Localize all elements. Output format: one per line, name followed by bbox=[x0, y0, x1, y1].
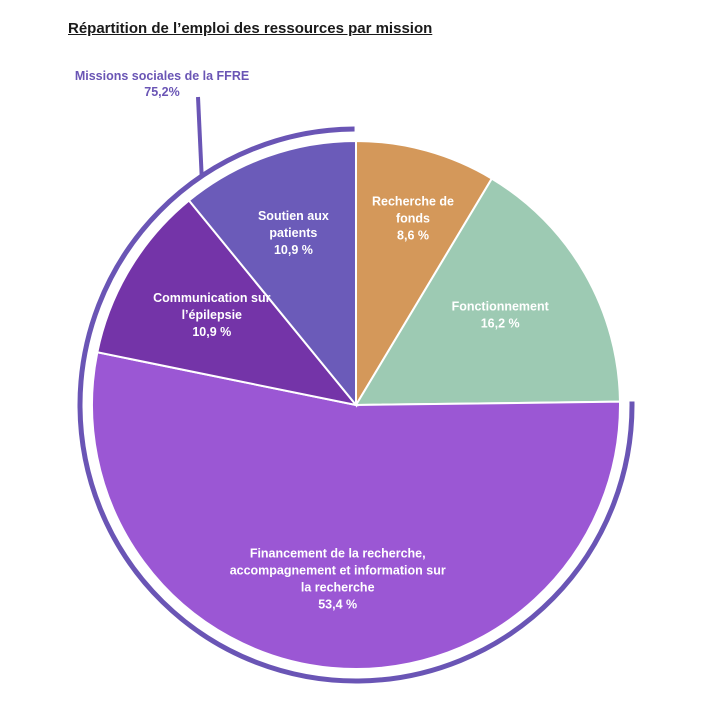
slice-label-line: Recherche de bbox=[372, 195, 454, 209]
slice-value: 10,9 % bbox=[274, 243, 313, 257]
slice-label-line: Soutien aux bbox=[258, 209, 329, 223]
slice-label-communication-epilepsie: Communication sur l’épilepsie 10,9 % bbox=[153, 291, 271, 339]
slice-value: 10,9 % bbox=[192, 325, 231, 339]
slice-label-line: accompagnement et information sur bbox=[230, 564, 446, 578]
pie-slice-financement-recherche bbox=[91, 351, 621, 670]
slice-label-line: Financement de la recherche, bbox=[250, 547, 426, 561]
slice-value: 53,4 % bbox=[318, 598, 357, 612]
group-annotation-leader bbox=[196, 96, 204, 177]
group-annotation-value: 75,2% bbox=[144, 85, 180, 99]
slice-label-line: la recherche bbox=[301, 581, 375, 595]
group-annotation bbox=[77, 96, 635, 684]
slice-label-line: patients bbox=[269, 226, 317, 240]
slice-label-recherche-de-fonds: Recherche de fonds 8,6 % bbox=[372, 195, 454, 243]
group-annotation-label: Missions sociales de la FFRE 75,2% bbox=[62, 68, 262, 100]
slice-label-line: fonds bbox=[396, 212, 430, 226]
slice-label-line: Communication sur bbox=[153, 291, 271, 305]
pie-slices bbox=[91, 139, 621, 670]
pie-slice-fonctionnement bbox=[354, 177, 621, 407]
chart-title: Répartition de l’emploi des ressources p… bbox=[68, 20, 433, 37]
pie-slice-recherche-de-fonds bbox=[355, 139, 494, 409]
group-annotation-arc bbox=[77, 126, 635, 684]
slice-label-fonctionnement: Fonctionnement 16,2 % bbox=[452, 299, 550, 330]
slice-label-line: Fonctionnement bbox=[452, 299, 550, 313]
slice-label-soutien-patients: Soutien aux patients 10,9 % bbox=[258, 209, 329, 257]
slice-value: 8,6 % bbox=[397, 229, 429, 243]
pie-slice-communication-epilepsie bbox=[96, 199, 359, 407]
slice-label-line: l’épilepsie bbox=[182, 308, 242, 322]
pie-slice-soutien-patients bbox=[187, 139, 357, 408]
slice-labels: Recherche de fonds 8,6 % Fonctionnement 16,2… bbox=[153, 195, 550, 612]
group-annotation-name: Missions sociales de la FFRE bbox=[74, 69, 250, 83]
slice-label-financement-recherche: Financement de la recherche, accompagneme… bbox=[230, 547, 446, 612]
slice-value: 16,2 % bbox=[481, 316, 520, 330]
